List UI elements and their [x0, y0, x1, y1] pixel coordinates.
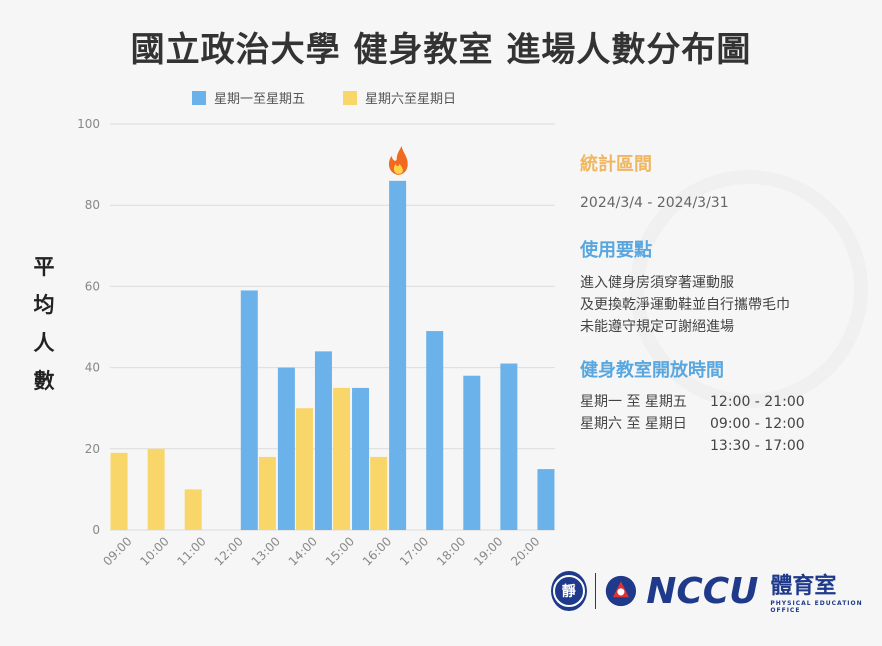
info-panel: 統計區間 2024/3/4 - 2024/3/31 使用要點 進入健身房須穿著運… — [580, 150, 870, 457]
page-title: 國立政治大學 健身教室 進場人數分布圖 — [130, 30, 752, 70]
bar — [537, 469, 555, 530]
legend-swatch-weekend — [343, 90, 358, 105]
x-tick-label: 10:00 — [137, 534, 171, 568]
x-tick-label: 13:00 — [249, 534, 283, 568]
rules-list: 進入健身房須穿著運動服 及更換乾淨運動鞋並自行攜帶毛巾 未能遵守規定可謝絕進場 — [580, 272, 870, 338]
rule-item: 未能遵守規定可謝絕進場 — [580, 319, 734, 335]
x-tick-label: 20:00 — [508, 534, 542, 568]
bar — [314, 351, 332, 530]
y-tick-label: 40 — [85, 361, 100, 375]
hours-days — [580, 436, 710, 457]
bar — [463, 375, 481, 530]
bar — [240, 290, 258, 530]
bar — [277, 367, 295, 530]
x-tick-label: 16:00 — [360, 534, 394, 568]
x-tick-label: 17:00 — [397, 534, 431, 568]
legend-item-weekday: 星期一至星期五 — [192, 88, 305, 107]
y-axis-label: 平均人數 — [33, 255, 55, 393]
legend-swatch-weekday — [192, 90, 206, 105]
legend-label-weekday: 星期一至星期五 — [214, 92, 306, 107]
hours-heading: 健身教室開放時間 — [580, 360, 724, 381]
hours-time: 12:00 - 21:00 — [710, 394, 805, 410]
x-tick-label: 14:00 — [286, 534, 320, 568]
period-value: 2024/3/4 - 2024/3/31 — [580, 195, 729, 211]
hours-days: 星期六 至 星期日 — [580, 416, 687, 432]
rules-heading: 使用要點 — [580, 240, 652, 261]
hours-time: 09:00 - 12:00 — [710, 416, 805, 432]
bar — [426, 331, 444, 530]
hours-time: 13:30 - 17:00 — [710, 438, 805, 454]
x-tick-label: 19:00 — [471, 534, 505, 568]
office-name-en: PHYSICAL EDUCATION OFFICE — [770, 600, 863, 614]
x-tick-label: 09:00 — [100, 534, 134, 568]
logo-divider — [594, 573, 597, 609]
bar — [500, 363, 518, 530]
mascot-emblem-icon — [606, 575, 637, 607]
rule-item: 及更換乾淨運動鞋並自行攜帶毛巾 — [580, 297, 790, 313]
hours-table: 星期一 至 星期五 12:00 - 21:00 星期六 至 星期日 09:00 … — [580, 392, 870, 457]
x-tick-label: 15:00 — [323, 534, 357, 568]
office-name: 體育室 PHYSICAL EDUCATION OFFICE — [770, 568, 882, 614]
seal-char: 靜 — [552, 575, 585, 607]
bar — [258, 456, 276, 530]
chart-legend: 星期一至星期五 星期六至星期日 — [192, 88, 456, 107]
bar — [352, 387, 370, 530]
bar — [389, 180, 407, 530]
bar — [184, 489, 202, 530]
bar — [147, 448, 165, 530]
y-tick-label: 60 — [85, 279, 100, 293]
office-name-zh: 體育室 — [770, 574, 837, 599]
x-tick-label: 18:00 — [434, 534, 468, 568]
x-tick-label: 11:00 — [174, 534, 208, 568]
university-seal-icon: 靜 — [551, 571, 587, 611]
legend-label-weekend: 星期六至星期日 — [365, 92, 457, 107]
y-tick-label: 20 — [85, 442, 100, 456]
fire-icon — [388, 145, 408, 175]
y-tick-label: 80 — [85, 198, 100, 212]
bar — [333, 387, 351, 530]
y-tick-label: 100 — [77, 117, 100, 131]
hours-days: 星期一 至 星期五 — [580, 394, 687, 410]
legend-item-weekend: 星期六至星期日 — [343, 88, 456, 107]
rule-item: 進入健身房須穿著運動服 — [580, 275, 734, 291]
nccu-logo: 靜 NCCU 體育室 PHYSICAL EDUCATION OFFICE — [551, 568, 882, 614]
period-heading: 統計區間 — [580, 154, 652, 175]
x-tick-label: 12:00 — [212, 534, 246, 568]
y-tick-label: 0 — [92, 523, 100, 537]
bar — [295, 408, 313, 530]
brand-name: NCCU — [646, 570, 759, 612]
bar — [110, 452, 128, 530]
bar — [370, 456, 388, 530]
